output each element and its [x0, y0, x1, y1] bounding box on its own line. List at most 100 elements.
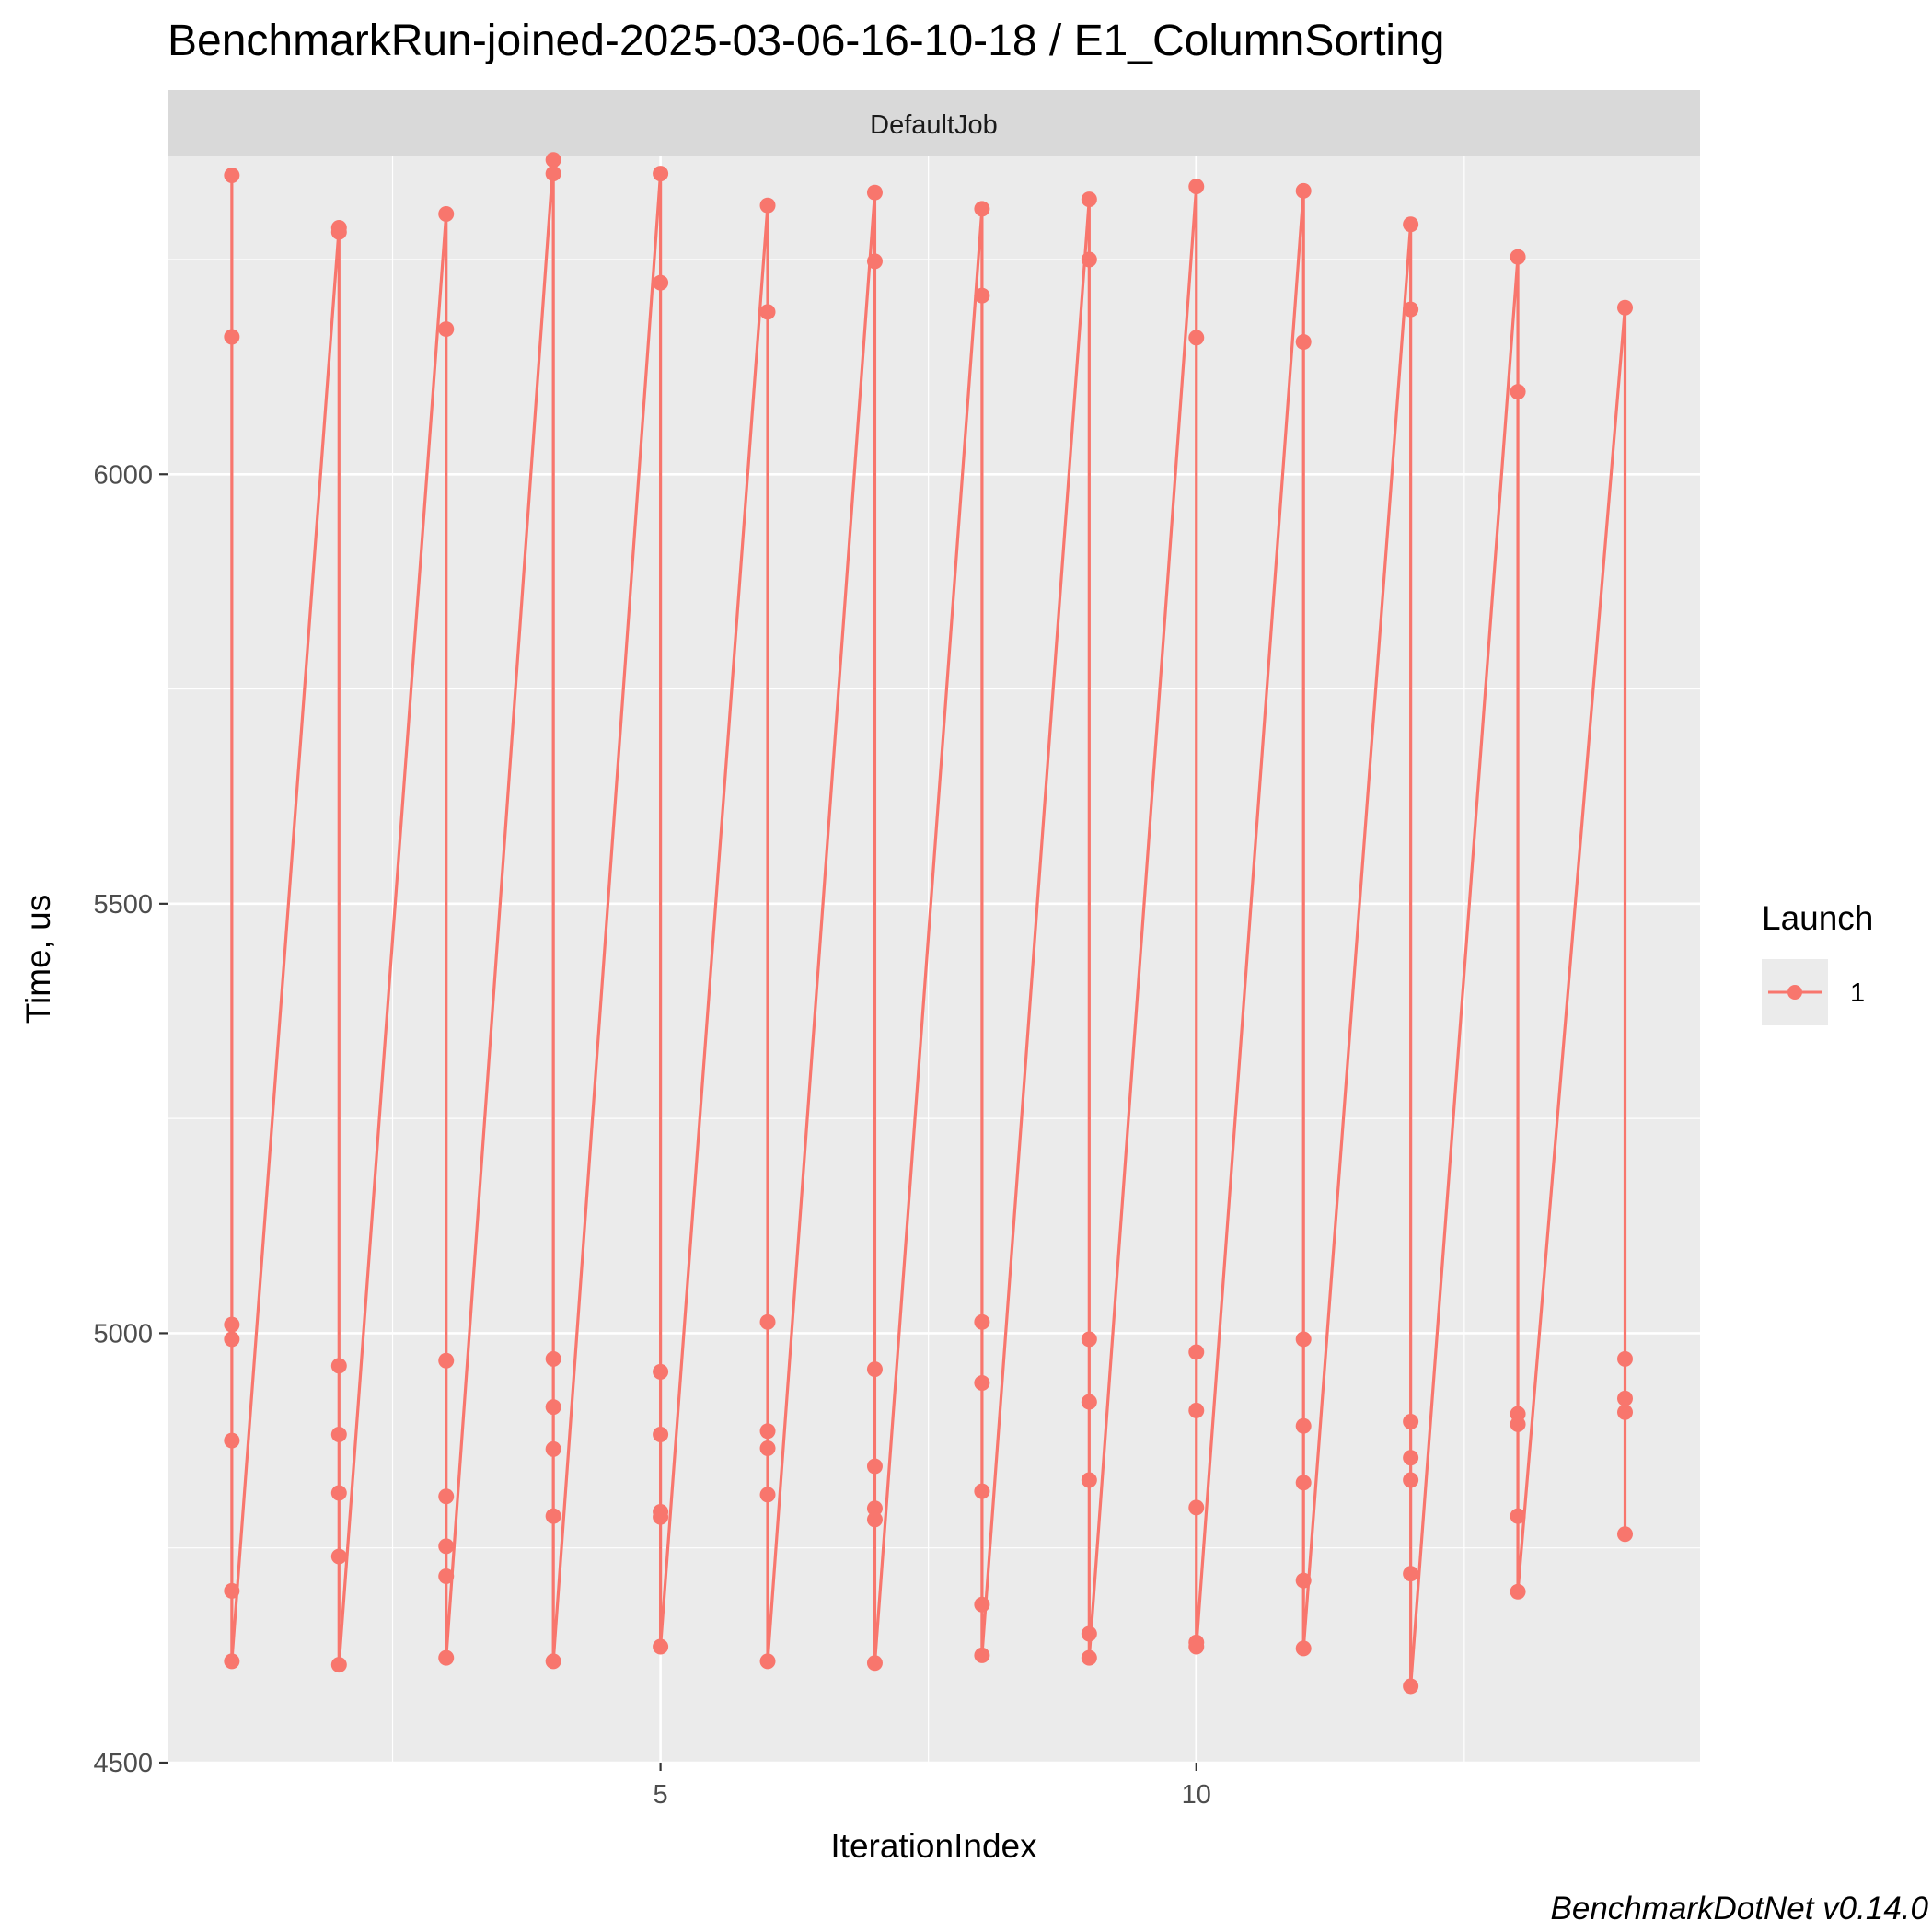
- data-point: [1616, 1404, 1633, 1420]
- data-point: [1081, 1625, 1097, 1642]
- data-point: [438, 1649, 455, 1666]
- chart-title: BenchmarkRun-joined-2025-03-06-16-10-18 …: [168, 17, 1444, 65]
- data-point: [759, 304, 776, 320]
- data-point: [1403, 301, 1419, 318]
- data-point: [974, 1647, 990, 1663]
- data-point: [1510, 1416, 1526, 1432]
- y-tick-label: 4500: [93, 1749, 153, 1778]
- data-point: [974, 1313, 990, 1330]
- data-point: [974, 1483, 990, 1499]
- data-point: [759, 1423, 776, 1440]
- data-point: [438, 1568, 455, 1585]
- data-point: [1616, 1390, 1633, 1406]
- data-point: [974, 1375, 990, 1392]
- data-point: [1616, 299, 1633, 316]
- data-point: [1616, 1350, 1633, 1367]
- y-tick-label: 5000: [93, 1319, 153, 1348]
- data-point: [1510, 1583, 1526, 1600]
- data-point: [1081, 1394, 1097, 1410]
- data-point: [438, 206, 455, 223]
- data-point: [974, 201, 990, 217]
- data-point: [653, 1363, 669, 1380]
- data-point: [545, 1399, 561, 1416]
- facet-strip: [168, 90, 1700, 156]
- data-point: [759, 1313, 776, 1330]
- data-point: [1081, 191, 1097, 208]
- data-point: [330, 1485, 347, 1501]
- data-point: [438, 1352, 455, 1369]
- data-point: [866, 1511, 883, 1528]
- data-point: [330, 1548, 347, 1565]
- data-point: [545, 1653, 561, 1670]
- data-point: [330, 224, 347, 240]
- data-point: [1188, 1402, 1205, 1418]
- data-point: [545, 1440, 561, 1457]
- data-point: [1188, 1638, 1205, 1655]
- data-point: [866, 1361, 883, 1378]
- data-point: [1616, 1526, 1633, 1543]
- data-point: [1081, 1331, 1097, 1348]
- data-point: [224, 1316, 240, 1333]
- data-point: [1510, 249, 1526, 265]
- data-point: [224, 1653, 240, 1670]
- data-point: [545, 166, 561, 182]
- data-point: [759, 197, 776, 214]
- data-point: [1188, 330, 1205, 346]
- data-point: [1403, 1450, 1419, 1466]
- data-point: [1081, 251, 1097, 268]
- facet-strip-label: DefaultJob: [870, 110, 998, 140]
- x-tick-label: 10: [1182, 1780, 1211, 1810]
- data-point: [545, 1508, 561, 1524]
- data-point: [1510, 1508, 1526, 1524]
- data-point: [224, 1331, 240, 1348]
- data-point: [974, 1596, 990, 1613]
- legend: Launch 1: [1762, 899, 1873, 1025]
- data-point: [866, 1458, 883, 1475]
- data-point: [1403, 1414, 1419, 1430]
- data-point: [866, 1500, 883, 1517]
- data-point: [1403, 216, 1419, 233]
- x-axis-title: IterationIndex: [830, 1827, 1037, 1865]
- data-point: [1188, 1499, 1205, 1516]
- data-point: [1295, 334, 1312, 351]
- data-point: [330, 1427, 347, 1443]
- data-point: [1295, 182, 1312, 199]
- data-point: [653, 1638, 669, 1655]
- y-tick-label: 6000: [93, 460, 153, 490]
- data-point: [438, 1538, 455, 1555]
- data-point: [438, 1488, 455, 1505]
- data-point: [974, 287, 990, 304]
- data-point: [545, 152, 561, 168]
- data-point: [759, 1440, 776, 1456]
- data-point: [330, 1657, 347, 1673]
- x-tick-label: 5: [654, 1780, 668, 1810]
- y-axis-title: Time, us: [19, 895, 57, 1024]
- data-point: [1188, 1344, 1205, 1360]
- y-tick-label: 5500: [93, 890, 153, 920]
- data-point: [1081, 1472, 1097, 1488]
- data-point: [1188, 179, 1205, 195]
- data-point: [1295, 1572, 1312, 1589]
- data-point: [759, 1487, 776, 1503]
- data-point: [224, 1582, 240, 1599]
- data-point: [866, 1655, 883, 1672]
- data-point: [1295, 1331, 1312, 1348]
- data-point: [1510, 384, 1526, 400]
- data-point: [653, 166, 669, 182]
- legend-title: Launch: [1762, 899, 1873, 937]
- data-point: [653, 274, 669, 291]
- caption: BenchmarkDotNet v0.14.0: [1551, 1891, 1929, 1926]
- plot-panel: [168, 156, 1700, 1763]
- data-point: [1295, 1475, 1312, 1491]
- data-point: [1295, 1640, 1312, 1657]
- data-point: [1403, 1678, 1419, 1695]
- data-point: [224, 1432, 240, 1449]
- data-point: [1403, 1472, 1419, 1488]
- data-point: [224, 168, 240, 184]
- data-point: [330, 1358, 347, 1374]
- data-point: [1295, 1417, 1312, 1434]
- data-point: [1081, 1649, 1097, 1666]
- data-point: [759, 1653, 776, 1670]
- legend-key-point: [1787, 985, 1802, 1000]
